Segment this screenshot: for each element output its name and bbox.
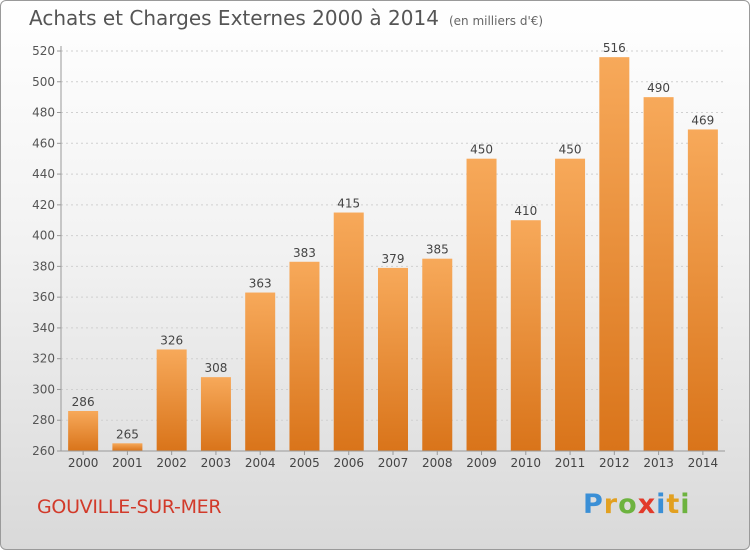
bar-value-label: 286 xyxy=(72,395,95,409)
bar-value-label: 383 xyxy=(293,246,316,260)
bar xyxy=(510,220,541,451)
x-tick-label: 2002 xyxy=(156,456,187,470)
y-tick-label: 460 xyxy=(32,136,55,150)
bar xyxy=(156,349,187,451)
bar xyxy=(378,267,408,451)
unit-note: (en milliers d'€) xyxy=(448,14,544,28)
bar-value-label: 385 xyxy=(426,243,449,257)
bar xyxy=(200,377,231,451)
x-tick-label: 2003 xyxy=(201,456,232,470)
x-tick-label: 2011 xyxy=(555,456,586,470)
y-tick-label: 260 xyxy=(32,444,55,458)
bar xyxy=(643,97,674,452)
bar-value-label: 490 xyxy=(647,81,670,95)
proxiti-logo: Proxiti xyxy=(583,489,691,520)
bar-value-label: 415 xyxy=(337,197,360,211)
bar-value-label: 450 xyxy=(470,143,493,157)
x-tick-label: 2004 xyxy=(245,456,276,470)
bar xyxy=(112,443,143,451)
x-tick-label: 2006 xyxy=(333,456,364,470)
y-tick-label: 520 xyxy=(32,44,55,58)
bar xyxy=(555,158,586,451)
y-tick-label: 440 xyxy=(32,167,55,181)
bar xyxy=(245,292,276,451)
x-tick-label: 2010 xyxy=(511,456,542,470)
x-tick-label: 2008 xyxy=(422,456,453,470)
y-tick-label: 360 xyxy=(32,290,55,304)
bar-value-label: 379 xyxy=(382,252,405,266)
bar xyxy=(68,411,99,451)
y-tick-label: 480 xyxy=(32,106,55,120)
x-tick-label: 2009 xyxy=(466,456,497,470)
title-text: Achats et Charges Externes 2000 à 2014 xyxy=(29,6,439,30)
bar xyxy=(687,129,718,451)
bar-value-label: 363 xyxy=(249,277,272,291)
bar-value-label: 410 xyxy=(514,204,537,218)
x-tick-label: 2014 xyxy=(688,456,719,470)
x-tick-label: 2005 xyxy=(289,456,320,470)
bar-value-label: 308 xyxy=(204,361,227,375)
commune-name: GOUVILLE-SUR-MER xyxy=(37,496,222,518)
x-tick-label: 2000 xyxy=(68,456,99,470)
y-tick-label: 380 xyxy=(32,259,55,273)
y-tick-label: 400 xyxy=(32,229,55,243)
x-tick-label: 2001 xyxy=(112,456,143,470)
y-tick-label: 340 xyxy=(32,321,55,335)
bar xyxy=(422,258,453,451)
bar-value-label: 326 xyxy=(160,333,183,347)
bar xyxy=(466,158,497,451)
y-tick-label: 320 xyxy=(32,352,55,366)
x-tick-label: 2013 xyxy=(643,456,674,470)
bar-value-label: 265 xyxy=(116,427,139,441)
y-tick-label: 500 xyxy=(32,75,55,89)
bar-value-label: 450 xyxy=(559,143,582,157)
x-tick-label: 2012 xyxy=(599,456,630,470)
y-tick-label: 300 xyxy=(32,382,55,396)
bar xyxy=(599,57,630,452)
bar xyxy=(289,261,320,451)
chart-title: Achats et Charges Externes 2000 à 2014 (e… xyxy=(29,6,543,30)
y-tick-label: 280 xyxy=(32,413,55,427)
bar xyxy=(333,212,364,451)
y-tick-label: 420 xyxy=(32,198,55,212)
bar-value-label: 516 xyxy=(603,41,626,55)
bar-value-label: 469 xyxy=(691,113,714,127)
x-tick-label: 2007 xyxy=(378,456,409,470)
